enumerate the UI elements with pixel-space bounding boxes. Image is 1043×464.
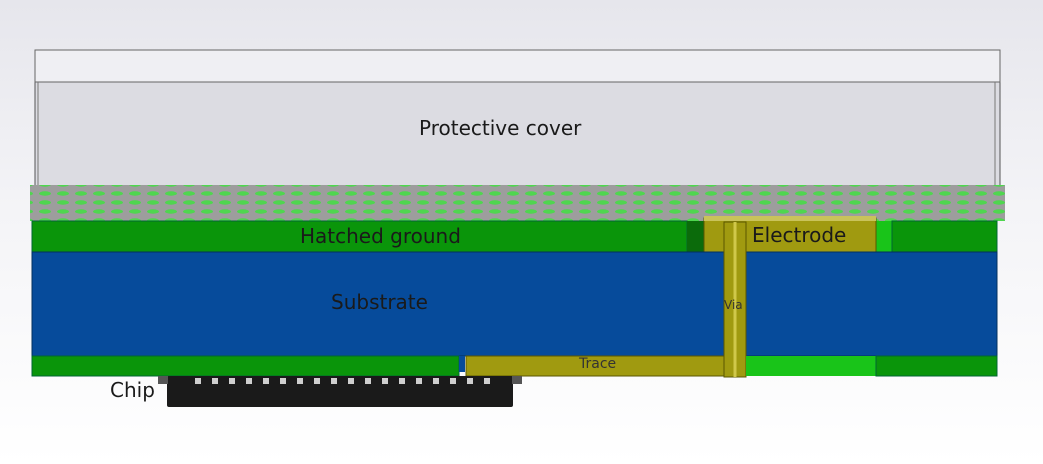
hatched-ground-label: Hatched ground <box>300 224 461 248</box>
trace <box>465 355 725 377</box>
substrate-layer <box>31 251 998 357</box>
substrate-label: Substrate <box>331 290 428 314</box>
hatched-ground-layer <box>31 220 998 253</box>
protective-cover-label: Protective cover <box>419 116 582 140</box>
protective-cover <box>34 49 1001 188</box>
chip <box>158 376 522 407</box>
trace-label: Trace <box>579 356 617 372</box>
hatched-mesh-layer <box>30 185 1005 221</box>
bottom-ground-layer <box>31 355 998 377</box>
via-label: Via <box>724 298 743 312</box>
electrode-label: Electrode <box>752 223 847 247</box>
chip-label: Chip <box>110 378 155 402</box>
via <box>723 221 747 378</box>
